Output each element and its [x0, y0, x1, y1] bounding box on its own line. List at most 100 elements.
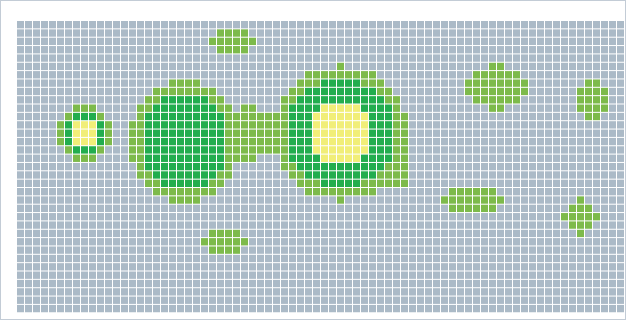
grid-cell — [305, 137, 312, 146]
grid-cell — [105, 146, 112, 154]
grid-cell — [73, 112, 80, 121]
grid-cell — [401, 162, 408, 171]
grid-cell — [185, 229, 192, 238]
grid-cell — [545, 271, 552, 279]
grid-cell — [249, 179, 256, 187]
grid-cell — [297, 121, 304, 129]
grid-cell — [465, 112, 472, 121]
grid-cell — [593, 263, 600, 271]
grid-cell — [41, 296, 48, 304]
grid-cell — [65, 121, 72, 129]
grid-cell — [321, 271, 328, 279]
grid-cell — [345, 46, 352, 54]
grid-cell — [81, 71, 88, 79]
grid-cell — [161, 29, 168, 37]
grid-cell — [369, 29, 376, 37]
grid-cell — [337, 204, 344, 213]
grid-cell — [185, 162, 192, 171]
grid-cell — [209, 254, 216, 263]
grid-cell — [425, 37, 432, 46]
grid-cell — [561, 96, 568, 104]
grid-cell — [241, 304, 248, 313]
grid-cell — [257, 279, 264, 288]
grid-cell — [145, 196, 152, 204]
grid-cell — [577, 229, 584, 238]
grid-cell — [457, 221, 464, 229]
grid-cell — [321, 46, 328, 54]
grid-cell — [65, 137, 72, 146]
grid-cell — [185, 213, 192, 221]
grid-cell — [433, 238, 440, 246]
grid-cell — [121, 263, 128, 271]
grid-cell — [57, 288, 64, 296]
grid-cell — [65, 238, 72, 246]
grid-cell — [217, 279, 224, 288]
grid-cell — [273, 29, 280, 37]
grid-cell — [265, 213, 272, 221]
grid-cell — [473, 129, 480, 137]
grid-cell — [513, 104, 520, 112]
grid-cell — [369, 238, 376, 246]
grid-cell — [521, 37, 528, 46]
grid-cell — [481, 137, 488, 146]
grid-cell — [113, 46, 120, 54]
grid-cell — [345, 71, 352, 79]
grid-cell — [561, 204, 568, 213]
grid-cell — [585, 87, 592, 96]
grid-cell — [209, 296, 216, 304]
grid-cell — [145, 271, 152, 279]
grid-cell — [137, 196, 144, 204]
grid-cell — [73, 204, 80, 213]
grid-cell — [561, 112, 568, 121]
grid-cell — [249, 204, 256, 213]
grid-cell — [497, 188, 504, 196]
grid-cell — [185, 288, 192, 296]
grid-cell — [321, 137, 328, 146]
grid-cell — [201, 196, 208, 204]
grid-cell — [385, 213, 392, 221]
grid-cell — [561, 162, 568, 171]
grid-cell — [569, 188, 576, 196]
grid-cell — [593, 304, 600, 313]
grid-cell — [457, 254, 464, 263]
grid-cell — [513, 71, 520, 79]
grid-cell — [529, 229, 536, 238]
grid-cell — [585, 29, 592, 37]
grid-cell — [473, 21, 480, 29]
grid-cell — [193, 296, 200, 304]
grid-cell — [33, 104, 40, 112]
grid-cell — [513, 254, 520, 263]
grid-cell — [225, 188, 232, 196]
grid-cell — [489, 96, 496, 104]
grid-cell — [409, 296, 416, 304]
grid-cell — [433, 279, 440, 288]
grid-cell — [321, 288, 328, 296]
grid-cell — [593, 21, 600, 29]
grid-cell — [617, 263, 624, 271]
grid-cell — [449, 21, 456, 29]
grid-cell — [177, 254, 184, 263]
grid-cell — [545, 87, 552, 96]
grid-cell — [313, 121, 320, 129]
grid-cell — [489, 62, 496, 71]
grid-cell — [265, 121, 272, 129]
grid-cell — [129, 171, 136, 179]
grid-cell — [305, 54, 312, 62]
grid-cell — [49, 279, 56, 288]
grid-cell — [113, 213, 120, 221]
grid-cell — [609, 46, 616, 54]
grid-cell — [409, 162, 416, 171]
grid-cell — [209, 196, 216, 204]
grid-cell — [609, 121, 616, 129]
grid-cell — [313, 279, 320, 288]
grid-cell — [537, 279, 544, 288]
grid-cell — [289, 263, 296, 271]
grid-cell — [41, 146, 48, 154]
grid-cell — [241, 204, 248, 213]
grid-cell — [433, 213, 440, 221]
grid-cell — [417, 229, 424, 238]
grid-cell — [369, 112, 376, 121]
grid-cell — [449, 238, 456, 246]
grid-cell — [513, 179, 520, 187]
grid-cell — [369, 188, 376, 196]
